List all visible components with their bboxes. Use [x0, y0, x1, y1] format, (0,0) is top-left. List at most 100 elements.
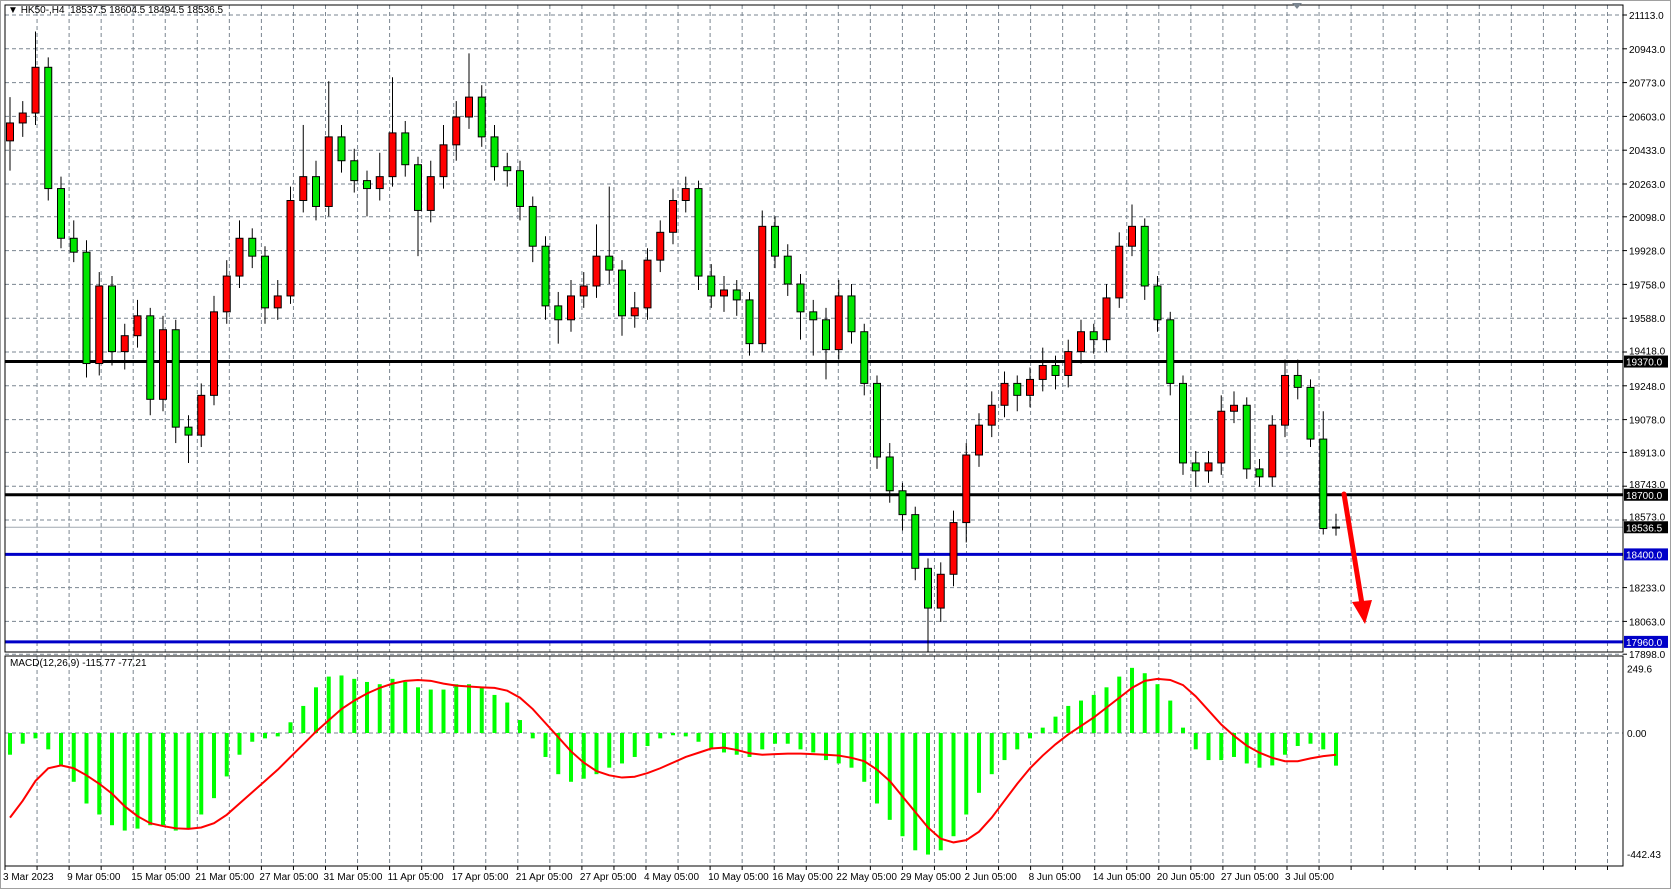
date-label: 29 May 05:00: [900, 872, 961, 883]
macd-histogram-bar: [224, 733, 229, 777]
candle-up: [1064, 351, 1073, 376]
dropdown-triangle-icon[interactable]: ▼: [8, 5, 21, 16]
macd-histogram-bar: [403, 681, 408, 733]
date-label: 17 Apr 05:00: [452, 872, 509, 883]
macd-histogram-bar: [339, 675, 344, 733]
macd-histogram-bar: [326, 676, 331, 733]
price-tick-label: 19588.0: [1629, 314, 1666, 325]
candle-up: [31, 66, 40, 114]
macd-histogram-bar: [1219, 733, 1224, 761]
macd-histogram-bar: [798, 733, 803, 750]
candle-up: [222, 275, 231, 313]
candle-up: [18, 112, 27, 124]
macd-histogram-bar: [1181, 727, 1185, 733]
macd-histogram-bar: [785, 733, 790, 744]
macd-histogram-bar: [1270, 733, 1275, 766]
price-tick-label: 20943.0: [1629, 45, 1666, 56]
candle-up: [579, 285, 588, 297]
macd-histogram-bar: [301, 705, 306, 733]
macd-histogram-bar: [1015, 733, 1020, 750]
macd-histogram-bar: [1117, 676, 1122, 733]
price-tick-label: 18913.0: [1629, 448, 1666, 459]
macd-histogram-bar: [365, 681, 369, 733]
price-tick-label: 19928.0: [1629, 247, 1666, 258]
date-label: 4 May 05:00: [644, 872, 699, 883]
price-tag-bg: [1624, 355, 1668, 368]
candle-up: [197, 394, 206, 436]
candle-down: [1089, 331, 1098, 341]
date-label: 27 Jun 05:00: [1221, 872, 1279, 883]
macd-histogram-bar: [938, 733, 943, 851]
macd-histogram-bar: [20, 733, 25, 744]
candle-down: [796, 283, 805, 313]
date-label: 27 Mar 05:00: [259, 872, 318, 883]
candle-down: [618, 269, 626, 317]
macd-histogram-bar: [543, 733, 548, 757]
chart-header: ▼ HK50-,H4 18537.5 18604.5 18494.5 18536…: [8, 5, 223, 16]
candle-up: [1128, 225, 1136, 247]
macd-histogram-bar: [1130, 667, 1134, 733]
macd-plot-border: [4, 655, 1624, 867]
candle-up: [1026, 378, 1034, 396]
candle-down: [312, 176, 320, 207]
price-tick-label: 20773.0: [1629, 79, 1666, 90]
macd-histogram-bar: [1295, 733, 1300, 746]
date-label: 22 May 05:00: [836, 872, 897, 883]
candle-down: [108, 285, 116, 353]
candle-down: [363, 180, 371, 190]
candle-up: [95, 285, 104, 365]
candle-up: [1038, 365, 1047, 380]
candle-down: [1051, 365, 1060, 376]
candle-down: [911, 514, 920, 569]
candle-up: [720, 289, 728, 297]
macd-histogram-bar: [390, 678, 395, 733]
macd-histogram-bar: [1040, 727, 1045, 733]
candle-down: [1179, 382, 1187, 464]
candle-up: [210, 311, 218, 396]
macd-histogram-bar: [696, 733, 701, 742]
candle-down: [1319, 438, 1328, 530]
candle-up: [286, 199, 295, 297]
price-tag-label: 18700.0: [1626, 491, 1663, 502]
macd-histogram-bar: [645, 733, 650, 746]
macd-histogram-bar: [518, 720, 522, 733]
price-tick-label: 18063.0: [1629, 617, 1666, 628]
candle-down: [605, 255, 614, 271]
ohlc-values: 18537.5 18604.5 18494.5 18536.5: [70, 5, 224, 16]
price-tag-bg: [1624, 488, 1668, 501]
candle-down: [350, 160, 359, 182]
candle-up: [1268, 424, 1277, 478]
candle-down: [745, 299, 754, 345]
candle-down: [771, 225, 779, 257]
macd-histogram-bar: [849, 733, 854, 768]
macd-histogram-bar: [1321, 733, 1326, 750]
candle-down: [1306, 386, 1315, 440]
candle-down: [528, 205, 537, 247]
macd-histogram-bar: [926, 733, 930, 855]
macd-histogram-bar: [620, 733, 624, 764]
candle-up: [452, 116, 461, 146]
macd-histogram-bar: [46, 733, 51, 750]
macd-histogram-bar: [161, 733, 165, 826]
price-tag-label: 18400.0: [1626, 550, 1663, 561]
candle-up: [643, 259, 652, 309]
macd-histogram-bar: [594, 733, 599, 775]
macd-panel: [8, 667, 1338, 855]
candle-down: [516, 170, 524, 207]
candle-up: [669, 199, 677, 233]
candle-up: [1115, 245, 1124, 299]
candle-up: [630, 307, 639, 317]
macd-histogram-bar: [734, 733, 739, 755]
macd-histogram-bar: [1066, 705, 1071, 733]
axes: 21113.0 20943.0 20773.0 20603.0 20433.0 20263…: [3, 4, 1668, 883]
macd-histogram-bar: [964, 733, 969, 815]
macd-tick-label: 249.6: [1627, 665, 1652, 676]
price-tick-label: 19248.0: [1629, 382, 1666, 393]
price-tick-label: 17898.0: [1629, 650, 1666, 661]
candle-down: [809, 311, 818, 321]
macd-histogram-bar: [467, 684, 471, 733]
price-tick-label: 18233.0: [1629, 584, 1666, 595]
macd-histogram-bar: [199, 733, 204, 815]
candle-down: [873, 382, 881, 458]
